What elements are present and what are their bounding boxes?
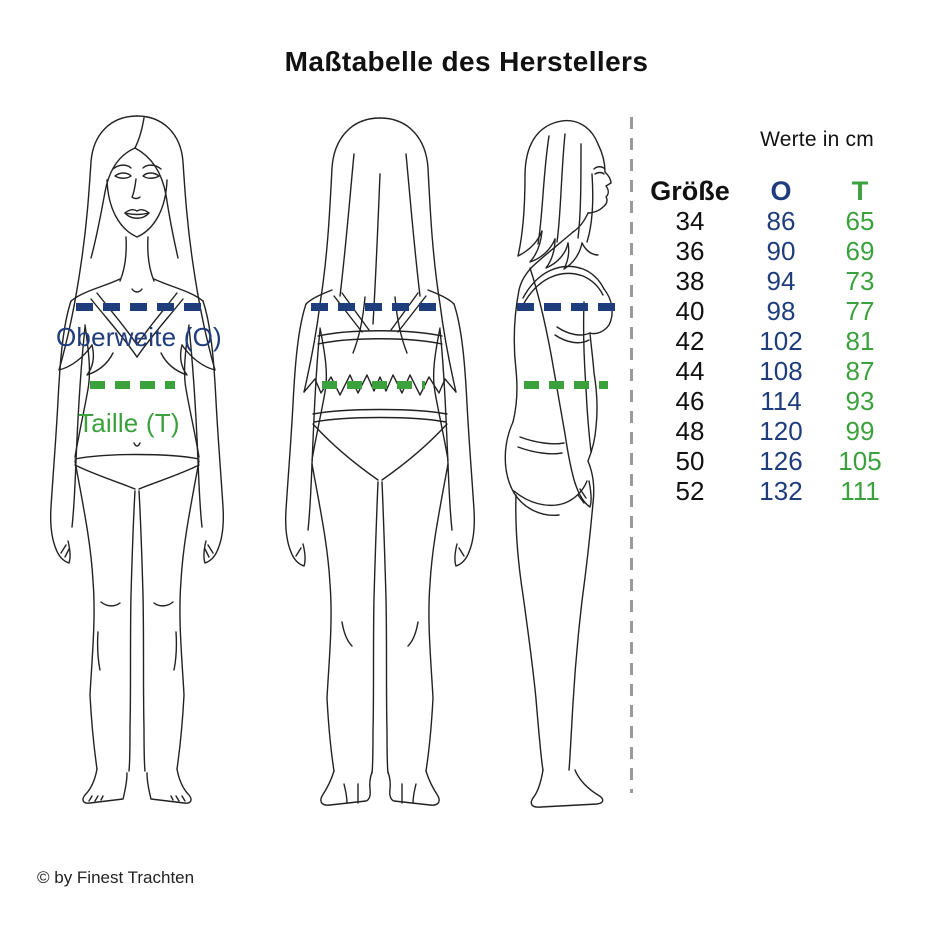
bust-measure-line-back xyxy=(311,303,441,311)
size-cell: 40 xyxy=(675,296,705,326)
waist-label: Taille (T) xyxy=(78,408,180,438)
bust-cell: 126 xyxy=(759,446,803,476)
size-cell: 34 xyxy=(675,206,705,236)
side-view-figure xyxy=(504,120,613,808)
table-caption: Werte in cm xyxy=(760,128,874,151)
bust-measure-line-side xyxy=(517,303,617,311)
waist-cell: 77 xyxy=(845,296,875,326)
bust-label: Oberweite (O) xyxy=(56,322,222,352)
bust-cell: 90 xyxy=(766,236,796,266)
size-cell: 50 xyxy=(675,446,705,476)
bust-cell: 86 xyxy=(766,206,796,236)
bust-cell: 98 xyxy=(766,296,796,326)
size-cell: 52 xyxy=(675,476,705,506)
waist-cell: 111 xyxy=(840,476,880,506)
bust-cell: 102 xyxy=(759,326,803,356)
front-view-figure xyxy=(49,115,225,804)
column-header-oberweite: O xyxy=(770,176,792,206)
waist-measure-line-back xyxy=(322,381,425,389)
size-cell: 38 xyxy=(675,266,705,296)
size-cell: 42 xyxy=(675,326,705,356)
size-cell: 46 xyxy=(675,386,705,416)
size-cell: 36 xyxy=(675,236,705,266)
back-view-figure xyxy=(284,117,476,806)
waist-measure-line-side xyxy=(524,381,608,389)
copyright-text: © by Finest Trachten xyxy=(37,868,195,887)
waist-cell: 73 xyxy=(845,266,875,296)
waist-measure-line-front xyxy=(90,381,175,389)
vertical-dashed-divider xyxy=(630,117,633,793)
waist-cell: 65 xyxy=(845,206,875,236)
waist-cell: 93 xyxy=(845,386,875,416)
column-header-groesse: Größe xyxy=(650,176,730,206)
size-cell: 44 xyxy=(675,356,705,386)
size-table: Werte in cm Größe O T 34 86 65 36 90 69 38 94 73… xyxy=(642,128,896,506)
waist-cell: 105 xyxy=(838,446,882,476)
bust-cell: 114 xyxy=(760,386,802,416)
waist-cell: 69 xyxy=(845,236,875,266)
bust-measure-line-front xyxy=(76,303,202,311)
size-cell: 48 xyxy=(675,416,705,446)
page-title: Maßtabelle des Herstellers xyxy=(284,46,649,77)
bust-cell: 94 xyxy=(766,266,796,296)
bust-cell: 120 xyxy=(759,416,803,446)
bust-cell: 132 xyxy=(759,476,803,506)
waist-cell: 99 xyxy=(845,416,875,446)
bust-cell: 108 xyxy=(759,356,803,386)
waist-cell: 81 xyxy=(845,326,875,356)
column-header-taille: T xyxy=(851,176,869,206)
waist-cell: 87 xyxy=(845,356,875,386)
